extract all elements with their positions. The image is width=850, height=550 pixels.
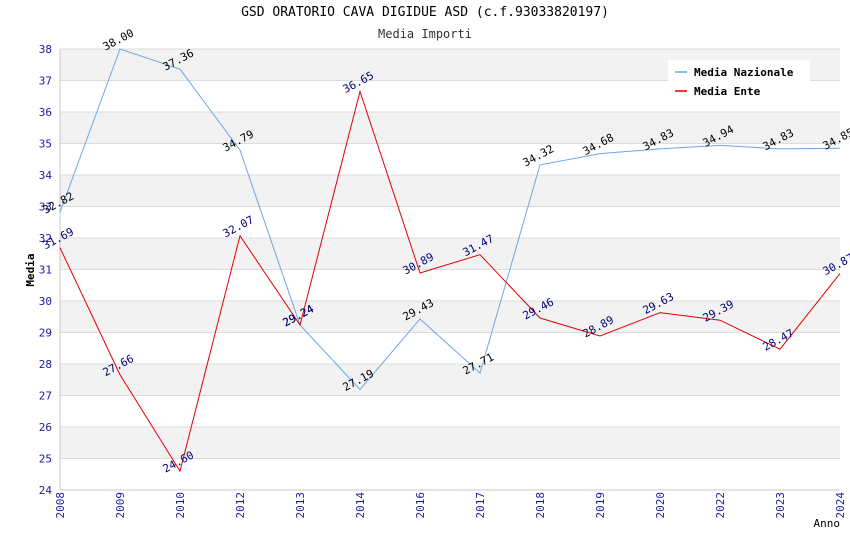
grid-bands bbox=[60, 49, 840, 459]
x-axis-label: Anno bbox=[814, 517, 841, 530]
y-tick-label: 29 bbox=[39, 327, 52, 340]
y-tick-label: 37 bbox=[39, 75, 52, 88]
y-tick-label: 24 bbox=[39, 484, 53, 497]
legend: Media Nazionale Media Ente bbox=[668, 60, 810, 102]
y-tick-label: 35 bbox=[39, 138, 52, 151]
x-tick-label: 2022 bbox=[714, 492, 727, 519]
legend-label: Media Ente bbox=[694, 85, 761, 98]
y-tick-label: 31 bbox=[39, 264, 52, 277]
series-line bbox=[59, 89, 841, 473]
grid-band bbox=[60, 238, 840, 270]
data-label: 32.07 bbox=[221, 213, 256, 240]
x-tick-label: 2013 bbox=[294, 492, 307, 519]
chart-subtitle: Media Importi bbox=[378, 27, 472, 41]
grid-band bbox=[60, 112, 840, 144]
legend-label: Media Nazionale bbox=[694, 66, 794, 79]
y-tick-label: 30 bbox=[39, 295, 52, 308]
chart-title: GSD ORATORIO CAVA DIGIDUE ASD (c.f.93033… bbox=[241, 5, 609, 20]
grid-band bbox=[60, 427, 840, 459]
y-axis-label: Media bbox=[24, 253, 37, 286]
y-tick-label: 36 bbox=[39, 106, 52, 119]
grid-band bbox=[60, 175, 840, 207]
data-label: 32.82 bbox=[41, 190, 76, 217]
x-tick-label: 2019 bbox=[594, 492, 607, 519]
y-tick-label: 38 bbox=[39, 43, 52, 56]
x-tick-label: 2018 bbox=[534, 492, 547, 519]
x-tick-labels: 2008 2009 2010 2012 2013 2014 2016 2017 2018 2019… bbox=[54, 492, 847, 519]
y-tick-label: 28 bbox=[39, 358, 52, 371]
y-tick-label: 27 bbox=[39, 390, 52, 403]
x-tick-label: 2023 bbox=[774, 492, 787, 519]
y-tick-label: 32 bbox=[39, 232, 52, 245]
y-tick-label: 26 bbox=[39, 421, 52, 434]
y-tick-label: 33 bbox=[39, 201, 52, 214]
y-tick-labels: 24 25 26 27 28 29 30 31 32 33 34 35 36 37 38 bbox=[39, 43, 53, 497]
axes bbox=[59, 49, 840, 491]
x-tick-label: 2016 bbox=[414, 492, 427, 519]
data-label: 34.32 bbox=[521, 142, 556, 169]
series-line bbox=[59, 48, 841, 391]
x-tick-label: 2008 bbox=[54, 492, 67, 519]
x-tick-label: 2009 bbox=[114, 492, 127, 519]
grid-band bbox=[60, 301, 840, 333]
x-tick-label: 2024 bbox=[834, 492, 847, 519]
x-tick-label: 2017 bbox=[474, 492, 487, 519]
y-tick-label: 34 bbox=[39, 169, 53, 182]
x-tick-label: 2020 bbox=[654, 492, 667, 519]
grid-band bbox=[60, 364, 840, 396]
x-tick-label: 2012 bbox=[234, 492, 247, 519]
series-lines bbox=[59, 48, 841, 473]
x-tick-label: 2010 bbox=[174, 492, 187, 519]
legend-box bbox=[668, 60, 810, 102]
x-tick-label: 2014 bbox=[354, 492, 367, 519]
y-tick-label: 25 bbox=[39, 453, 52, 466]
